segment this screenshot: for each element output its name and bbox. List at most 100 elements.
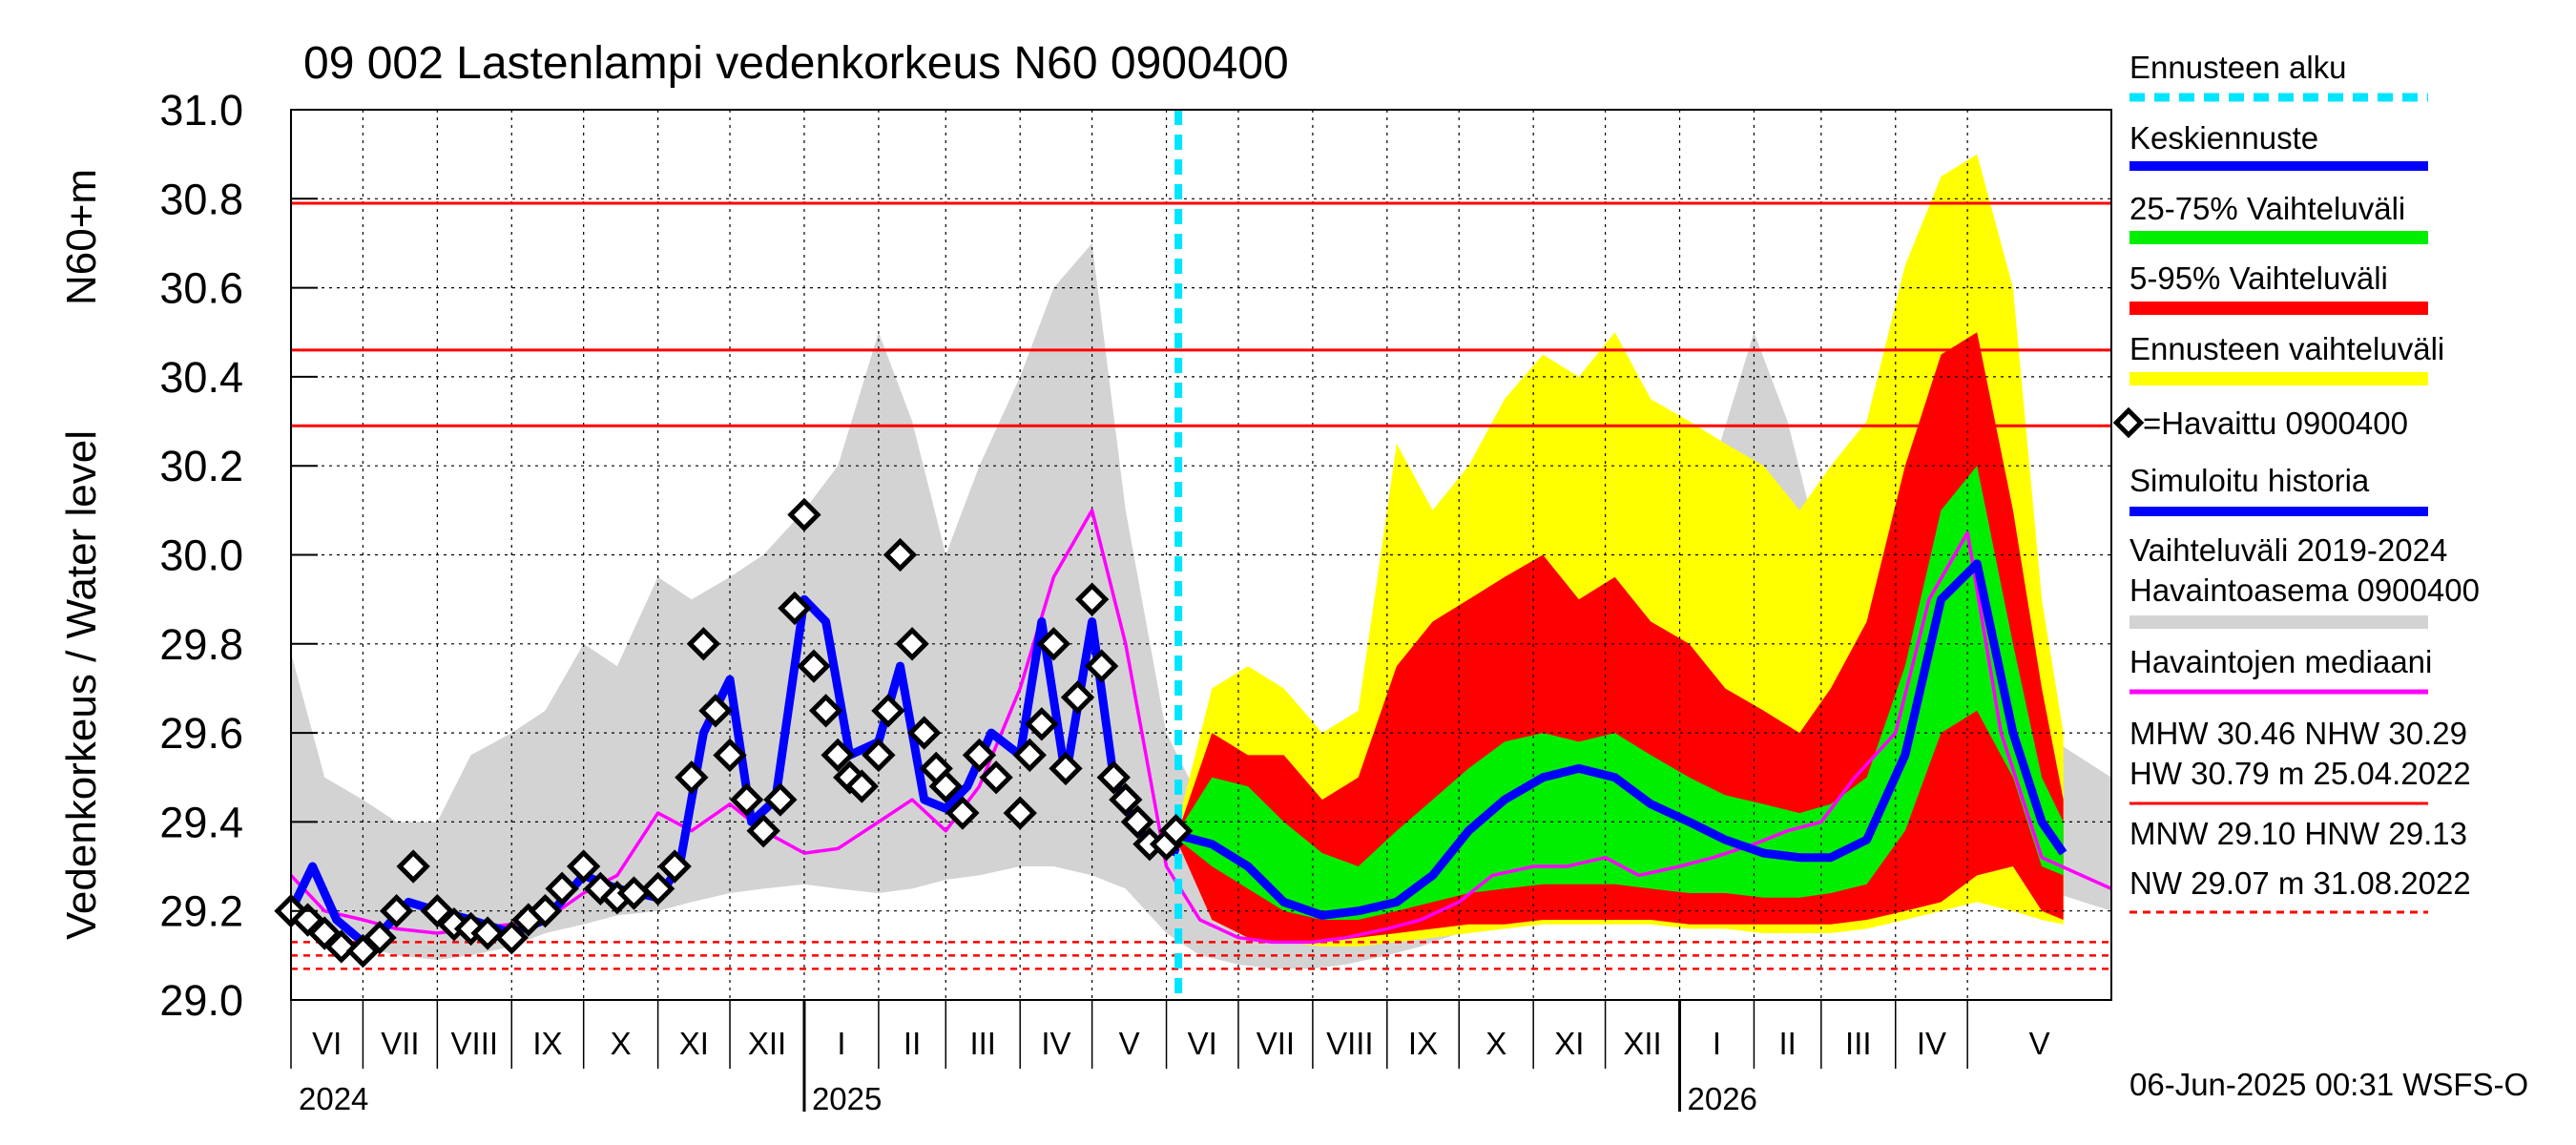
observed-point [895, 627, 929, 661]
observed-point [1060, 680, 1095, 715]
legend-p5-95-label: 5-95% Vaihteluväli [2129, 260, 2388, 296]
observed-point [494, 920, 529, 955]
y-tick-label: 29.6 [159, 709, 243, 758]
stats-line-1: MHW 30.46 NHW 30.29 [2129, 716, 2467, 751]
x-month-label: I [837, 1026, 845, 1061]
observed-point [686, 627, 721, 661]
observed-point [363, 921, 397, 955]
observed-point [616, 876, 652, 910]
observed-point [396, 849, 430, 884]
observed-point [1012, 738, 1047, 773]
y-tick-label: 30.6 [159, 264, 243, 313]
x-month-label: II [1778, 1026, 1796, 1061]
x-month-label: VI [312, 1026, 342, 1061]
footer-timestamp: 06-Jun-2025 00:31 WSFS-O [2129, 1067, 2528, 1102]
x-month-label: V [1119, 1026, 1140, 1061]
observed-point [821, 738, 855, 773]
legend: Ennusteen alku Keskiennuste 25-75% Vaiht… [2112, 50, 2480, 914]
mean-forecast-line [1176, 559, 2067, 920]
observed-point [640, 871, 675, 906]
x-month-label: II [904, 1026, 921, 1061]
observed-point [545, 871, 579, 906]
legend-hist-range-label-2: Havaintoasema 0900400 [2129, 572, 2480, 608]
x-month-label: XI [1554, 1026, 1584, 1061]
observed-point [1120, 804, 1155, 840]
observed-point [778, 591, 812, 626]
reference-lines [291, 201, 2111, 970]
observed-point [763, 782, 798, 817]
x-year-label: 2024 [299, 1081, 368, 1116]
p5-95-band [1178, 332, 2064, 943]
observed-point [871, 694, 905, 728]
legend-forecast-start-label: Ennusteen alku [2129, 50, 2347, 85]
x-month-label: III [1845, 1026, 1872, 1061]
legend-forecast-range-label: Ennusteen vaihteluväli [2129, 331, 2444, 366]
observed-point [657, 849, 692, 884]
x-month-label: VII [1257, 1026, 1295, 1061]
observed-point [979, 760, 1013, 795]
observed-point [1084, 649, 1119, 683]
x-month-label: III [969, 1026, 996, 1061]
y-axis-label: Vedenkorkeus / Water level [58, 430, 105, 940]
observed-point [1074, 582, 1110, 616]
legend-observed-label: =Havaittu 0900400 [2143, 406, 2408, 441]
x-month-label: X [611, 1026, 632, 1061]
chart-title: 09 002 Lastenlampi vedenkorkeus N60 0900… [303, 38, 1289, 89]
observed-point [528, 893, 563, 928]
observed-point [1049, 751, 1083, 786]
y-tick-label: 30.2 [159, 442, 243, 490]
x-month-label: VII [381, 1026, 419, 1061]
observed-markers [274, 497, 1194, 968]
x-month-label: IV [1041, 1026, 1070, 1061]
y-tick-label: 29.8 [159, 620, 243, 669]
legend-observed-marker [2112, 406, 2145, 439]
observed-point [844, 769, 879, 803]
x-month-label: IX [532, 1026, 562, 1061]
y-tick-label: 30.4 [159, 353, 243, 402]
x-month-label: VIII [1326, 1026, 1374, 1061]
observed-point [797, 649, 831, 683]
observed-point [1036, 627, 1071, 661]
x-month-label: X [1485, 1026, 1506, 1061]
x-year-label: 2025 [812, 1081, 882, 1116]
observed-point [862, 738, 896, 773]
x-month-label: IV [1917, 1026, 1946, 1061]
x-month-label: XI [679, 1026, 709, 1061]
y-tick-label: 29.0 [159, 976, 243, 1025]
legend-mean-forecast-label: Keskiennuste [2129, 120, 2318, 156]
stats-line-3: MNW 29.10 HNW 29.13 [2129, 816, 2467, 851]
observed-point [324, 929, 359, 964]
x-month-label: VIII [451, 1026, 499, 1061]
observed-point [470, 916, 505, 950]
legend-hist-range-label-1: Vaihteluväli 2019-2024 [2129, 532, 2447, 568]
x-month-label: XII [748, 1026, 786, 1061]
y-tick-label: 29.2 [159, 887, 243, 936]
observed-point [787, 497, 821, 532]
observed-point [713, 738, 747, 773]
p25-75-band [1178, 466, 2064, 920]
observed-point [566, 849, 601, 884]
x-month-label: IX [1408, 1026, 1438, 1061]
observed-point [808, 694, 843, 728]
x-month-label: VI [1188, 1026, 1217, 1061]
observed-point [1158, 814, 1194, 848]
observed-point [746, 814, 780, 848]
p25-75-area [1178, 466, 2064, 920]
observed-point [1109, 782, 1143, 817]
observed-point [675, 760, 709, 795]
observed-point [883, 537, 918, 572]
y-tick-label: 30.8 [159, 175, 243, 223]
stats-line-4: NW 29.07 m 31.08.2022 [2129, 865, 2471, 901]
y-tick-label: 31.0 [159, 86, 243, 135]
p5-95-area [1178, 332, 2064, 943]
axes: 29.0 29.2 29.4 29.6 29.8 30.0 30.2 30.4 30.6 30.8… [159, 86, 2112, 1116]
x-month-label: V [2029, 1026, 2050, 1061]
observed-point [906, 716, 942, 750]
observed-point [945, 796, 980, 830]
x-month-label: XII [1623, 1026, 1661, 1061]
observed-point [1025, 707, 1059, 741]
legend-median-label: Havaintojen mediaani [2129, 644, 2432, 679]
observed-point [379, 894, 414, 928]
observed-point [729, 782, 764, 817]
